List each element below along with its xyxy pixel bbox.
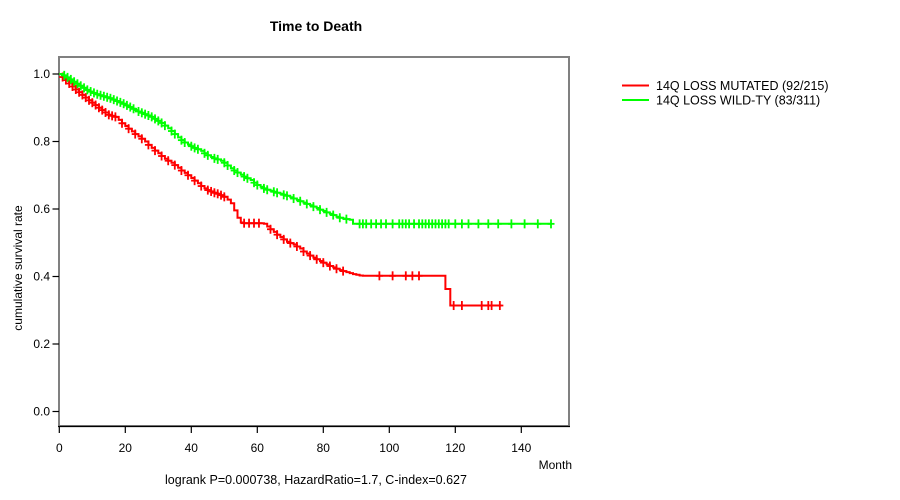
y-tick-label: 0.4 <box>33 270 50 284</box>
legend-label-mutated: 14Q LOSS MUTATED (92/215) <box>656 79 829 93</box>
x-tick-label: 120 <box>445 441 465 455</box>
survival-curve-mutated <box>59 73 502 307</box>
y-tick-label: 0.0 <box>33 405 50 419</box>
footer-annotation: logrank P=0.000738, HazardRatio=1.7, C-i… <box>165 473 467 487</box>
legend-label-wildtype: 14Q LOSS WILD-TY (83/311) <box>656 94 820 108</box>
y-axis-ticks: 0.0 0.2 0.4 0.6 0.8 1.0 <box>33 67 59 419</box>
plot-area: 0 20 40 60 80 100 120 140 0.0 0.2 0.4 0.6 0.8 1.0 <box>33 56 570 455</box>
survival-curve-wildtype <box>59 73 551 225</box>
x-tick-label: 60 <box>251 441 265 455</box>
y-tick-label: 1.0 <box>33 67 50 81</box>
x-tick-label: 20 <box>119 441 133 455</box>
x-tick-label: 40 <box>185 441 199 455</box>
censor-marks-mutated <box>59 72 504 311</box>
x-axis-ticks: 0 20 40 60 80 100 120 140 <box>56 426 532 455</box>
x-tick-label: 80 <box>317 441 331 455</box>
y-tick-label: 0.8 <box>33 135 50 149</box>
y-tick-label: 0.2 <box>33 337 50 351</box>
censor-marks-wildtype <box>60 70 555 229</box>
legend: 14Q LOSS MUTATED (92/215) 14Q LOSS WILD-… <box>622 79 829 108</box>
chart-title: Time to Death <box>270 18 362 34</box>
y-axis-title: cumulative survival rate <box>11 205 25 331</box>
x-tick-label: 100 <box>379 441 399 455</box>
y-tick-label: 0.6 <box>33 202 50 216</box>
x-tick-label: 0 <box>56 441 63 455</box>
x-tick-label: 140 <box>511 441 531 455</box>
x-axis-title: Month <box>539 458 572 472</box>
